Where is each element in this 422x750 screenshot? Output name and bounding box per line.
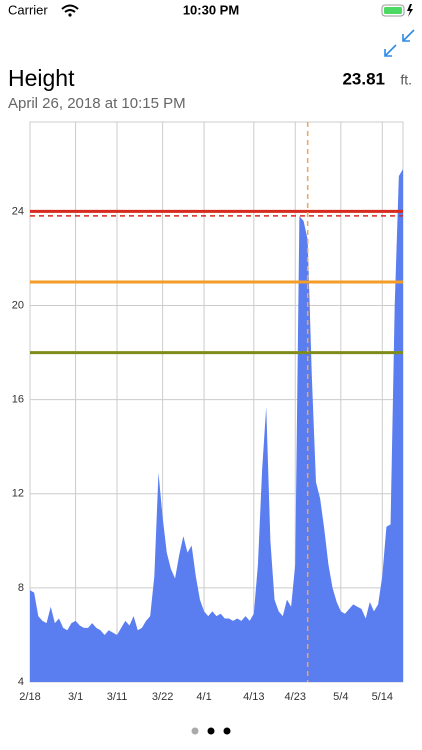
x-tick-label: 4/23	[285, 691, 306, 703]
current-value: 23.81	[342, 69, 385, 88]
page-dot[interactable]	[223, 727, 231, 735]
x-tick-label: 4/13	[243, 691, 264, 703]
chart: 4 8 12 16 20 24 2/18 3/1 3/11 3/22 4/1 4/13 4/23 5/4 5…	[12, 121, 404, 703]
subtitle: April 26, 2018 at 10:15 PM	[8, 95, 186, 112]
clock: 10:30 PM	[183, 2, 239, 17]
y-tick-label: 4	[18, 676, 24, 688]
x-tick-label: 3/1	[68, 691, 83, 703]
unit: ft.	[400, 72, 412, 88]
charging-icon	[407, 4, 413, 17]
plot-frame	[29, 121, 404, 683]
y-tick-label: 24	[12, 205, 24, 217]
x-tick-label: 2/18	[19, 691, 40, 703]
collapse-button[interactable]	[384, 29, 415, 57]
battery	[381, 4, 405, 17]
battery-level	[384, 7, 402, 14]
x-tick-label: 4/1	[196, 691, 211, 703]
y-tick-label: 12	[12, 488, 24, 500]
y-tick-label: 8	[18, 582, 24, 594]
page-dot[interactable]	[191, 727, 199, 735]
wifi-dot	[68, 13, 72, 17]
y-tick-label: 16	[12, 394, 24, 406]
x-tick-label: 5/4	[333, 691, 348, 703]
area	[30, 169, 403, 682]
wifi-icon	[61, 4, 79, 13]
x-tick-label: 5/14	[372, 691, 393, 703]
carrier: Carrier	[8, 2, 48, 17]
y-tick-label: 20	[12, 299, 24, 311]
x-tick-label: 3/11	[107, 691, 128, 703]
title: Height	[8, 65, 75, 91]
page-dot[interactable]	[207, 727, 215, 735]
x-tick-label: 3/22	[152, 691, 173, 703]
